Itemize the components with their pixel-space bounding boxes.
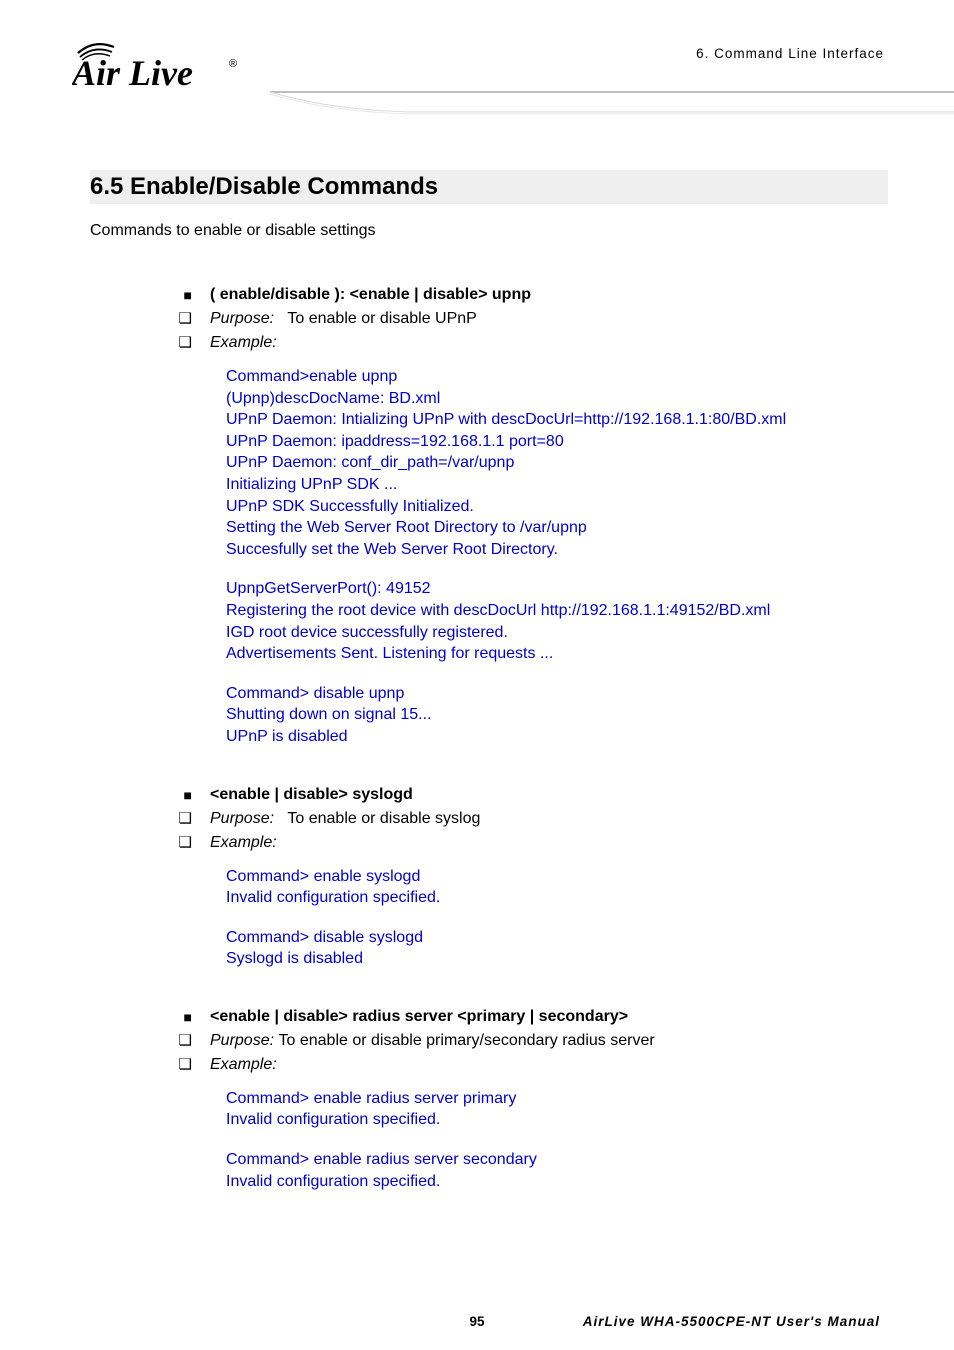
purpose-label: Purpose: [210, 810, 274, 827]
svg-text:®: ® [229, 58, 237, 70]
section-title: 6.5 Enable/Disable Commands [90, 173, 438, 200]
purpose-text: To enable or disable primary/secondary r… [279, 1032, 655, 1049]
open-square-icon: ❑ [179, 832, 192, 854]
square-bullet-icon: ■ [184, 1006, 192, 1028]
square-bullet-icon: ■ [184, 284, 192, 306]
terminal-line: Command> enable syslogd Invalid configur… [226, 866, 888, 909]
command-block: ■ <enable | disable> radius server <prim… [90, 1006, 888, 1192]
chapter-label: 6. Command Line Interface [696, 46, 884, 61]
command-block: ■ <enable | disable> syslogd ❑ Purpose: … [90, 784, 888, 970]
square-bullet-icon: ■ [184, 784, 192, 806]
open-square-icon: ❑ [179, 1054, 192, 1076]
brand-logo: Air Live ® [72, 35, 272, 98]
terminal-line: Command> enable radius server primary In… [226, 1088, 888, 1131]
terminal-line: Command>enable upnp (Upnp)descDocName: B… [226, 366, 888, 560]
terminal-line: Command> disable syslogd Syslogd is disa… [226, 927, 888, 970]
command-block: ■ ( enable/disable ): <enable | disable>… [90, 284, 888, 748]
open-square-icon: ❑ [179, 1030, 192, 1052]
example-label: Example: [210, 1054, 888, 1076]
section-title-bar: 6.5 Enable/Disable Commands [90, 170, 888, 204]
example-label: Example: [210, 332, 888, 354]
command-title: <enable | disable> syslogd [210, 784, 888, 806]
example-output: Command>enable upnp (Upnp)descDocName: B… [226, 366, 888, 748]
terminal-line: Command> disable upnp Shutting down on s… [226, 683, 888, 748]
page-number: 95 [469, 1314, 484, 1329]
purpose-label: Purpose: [210, 1032, 274, 1049]
open-square-icon: ❑ [179, 332, 192, 354]
command-title: ( enable/disable ): <enable | disable> u… [210, 284, 888, 306]
open-square-icon: ❑ [179, 308, 192, 330]
open-square-icon: ❑ [179, 808, 192, 830]
manual-title: AirLive WHA-5500CPE-NT User's Manual [583, 1314, 880, 1329]
section-intro: Commands to enable or disable settings [90, 222, 888, 240]
svg-text:Air Live: Air Live [72, 53, 193, 93]
purpose-text: To enable or disable UPnP [287, 310, 476, 327]
header-divider [270, 82, 954, 118]
example-output: Command> enable radius server primary In… [226, 1088, 888, 1192]
purpose-label: Purpose: [210, 310, 274, 327]
purpose-text: To enable or disable syslog [287, 810, 480, 827]
command-title: <enable | disable> radius server <primar… [210, 1006, 888, 1028]
example-output: Command> enable syslogd Invalid configur… [226, 866, 888, 970]
terminal-line: Command> enable radius server secondary … [226, 1149, 888, 1192]
example-label: Example: [210, 832, 888, 854]
page-header: Air Live ® 6. Command Line Interface [0, 0, 954, 130]
terminal-line: UpnpGetServerPort(): 49152 Registering t… [226, 578, 888, 664]
page-content: 6.5 Enable/Disable Commands Commands to … [0, 130, 954, 1192]
